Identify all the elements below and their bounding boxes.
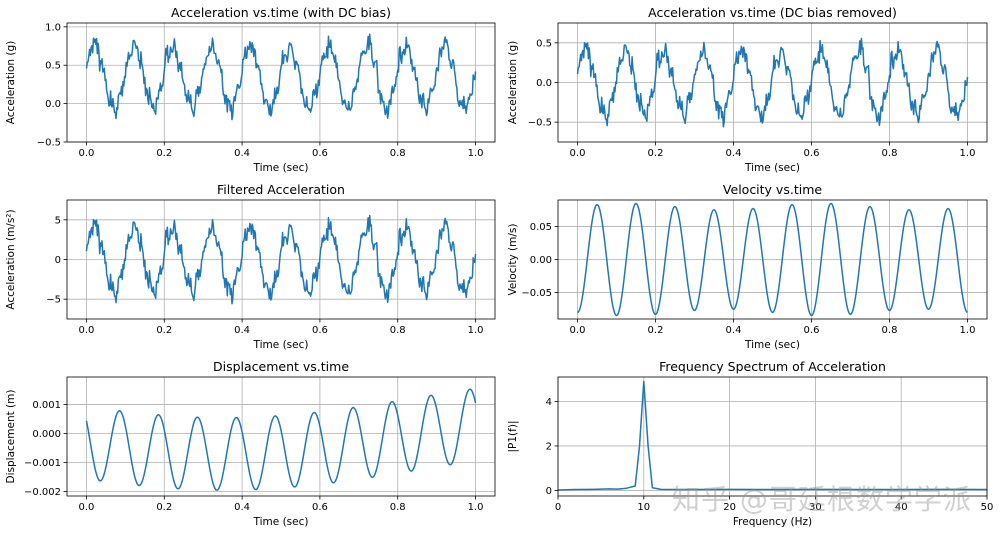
x-tick-label: 30	[809, 502, 822, 513]
x-tick-label: 0.8	[882, 325, 898, 336]
x-tick-label: 0.0	[79, 325, 95, 336]
subplot-4: 0.0 0.2 0.4 0.6 0.8 1.0 −0.05 0.00 0.05 Velocity …	[507, 182, 988, 351]
y-tick-label: 2	[546, 441, 552, 452]
x-tick-label: 0.4	[234, 325, 250, 336]
chart-title: Filtered Acceleration	[217, 182, 345, 197]
subplot-1: 0.0 0.2 0.4 0.6 0.8 1.0 −0.5 0.0 0.5 1.0 Accelerat…	[5, 5, 496, 174]
y-tick-label: 5	[55, 215, 61, 226]
chart-title: Displacement vs.time	[213, 359, 349, 374]
x-tick-label: 0.4	[726, 325, 742, 336]
y-tick-label: −0.5	[37, 138, 61, 149]
x-tick-label: 0.8	[390, 148, 406, 159]
subplot-6: 0 10 20 30 40 50 0 2 4 Frequency Spectrum of Acce…	[507, 359, 993, 528]
x-tick-label: 0	[555, 502, 561, 513]
x-axis-label: Time (sec)	[253, 516, 309, 528]
x-tick-label: 0.6	[312, 325, 328, 336]
x-tick-label: 0.2	[156, 502, 172, 513]
x-tick-label: 0.4	[726, 148, 742, 159]
series-line	[85, 214, 477, 305]
series-line	[85, 33, 477, 121]
x-tick-label: 0.2	[156, 148, 172, 159]
y-tick-label: 0.0	[536, 78, 552, 89]
x-axis-label: Time (sec)	[744, 339, 800, 351]
x-tick-label: 50	[981, 502, 994, 513]
x-tick-label: 0.8	[390, 325, 406, 336]
y-tick-label: 1.0	[45, 22, 61, 33]
y-axis-label: |P1(f)|	[507, 421, 519, 453]
x-tick-label: 0.8	[390, 502, 406, 513]
y-tick-label: 0.001	[32, 400, 61, 411]
y-tick-label: 0.0	[45, 99, 61, 110]
x-axis-label: Time (sec)	[253, 162, 309, 174]
y-tick-label: 0.000	[32, 429, 61, 440]
x-tick-label: 1.0	[960, 148, 976, 159]
y-tick-label: −0.05	[521, 288, 552, 299]
y-tick-label: −5	[46, 295, 61, 306]
y-axis-label: Acceleration (g)	[5, 41, 17, 124]
x-tick-label: 0.8	[882, 148, 898, 159]
watermark: 知乎 @哥廷根数学学派	[672, 483, 972, 516]
x-axis-label: Time (sec)	[744, 162, 800, 174]
y-axis-label: Acceleration (m/s²)	[5, 209, 17, 309]
chart-title: Acceleration vs.time (with DC bias)	[171, 5, 391, 20]
series-line	[85, 388, 477, 491]
x-tick-label: 0.6	[804, 325, 820, 336]
plot-frame	[66, 376, 496, 497]
plot-frame	[557, 376, 988, 497]
chart-title: Acceleration vs.time (DC bias removed)	[648, 5, 897, 20]
x-tick-label: 0.0	[570, 148, 586, 159]
chart-title: Velocity vs.time	[723, 182, 822, 197]
subplot-3: 0.0 0.2 0.4 0.6 0.8 1.0 −5 0 5 Filtered Accelerat…	[5, 182, 496, 351]
y-tick-label: 0.05	[530, 222, 552, 233]
x-tick-label: 10	[637, 502, 650, 513]
y-tick-label: 0	[55, 255, 61, 266]
y-tick-label: −0.001	[24, 458, 61, 469]
x-axis-label: Time (sec)	[253, 339, 309, 351]
plot-frame	[66, 22, 496, 143]
y-tick-label: 0	[546, 486, 552, 497]
x-tick-label: 0.0	[79, 502, 95, 513]
x-tick-label: 0.0	[570, 325, 586, 336]
y-axis-label: Acceleration (g)	[507, 41, 519, 124]
x-tick-label: 1.0	[468, 325, 484, 336]
x-tick-label: 1.0	[960, 325, 976, 336]
y-tick-label: 0.00	[530, 255, 552, 266]
y-tick-label: 0.5	[45, 61, 61, 72]
x-tick-label: 0.4	[234, 502, 250, 513]
series-line	[558, 380, 987, 491]
series-line	[576, 37, 969, 128]
x-axis-label: Frequency (Hz)	[733, 516, 812, 528]
y-tick-label: 0.5	[536, 38, 552, 49]
x-tick-label: 0.6	[312, 148, 328, 159]
x-tick-label: 0.2	[156, 325, 172, 336]
x-tick-label: 20	[723, 502, 736, 513]
subplot-2: 0.0 0.2 0.4 0.6 0.8 1.0 −0.5 0.0 0.5 Acceleration…	[507, 5, 988, 174]
subplot-5: 0.0 0.2 0.4 0.6 0.8 1.0 −0.002 −0.001 0.000 0.001…	[5, 359, 496, 528]
y-tick-label: 4	[546, 397, 552, 408]
x-tick-label: 40	[895, 502, 908, 513]
x-tick-label: 0.4	[234, 148, 250, 159]
y-tick-label: −0.5	[528, 118, 552, 129]
x-tick-label: 0.6	[312, 502, 328, 513]
x-tick-label: 0.0	[79, 148, 95, 159]
series-line	[577, 202, 968, 317]
chart-title: Frequency Spectrum of Acceleration	[659, 359, 886, 374]
y-tick-label: −0.002	[24, 487, 61, 498]
x-tick-label: 0.2	[648, 148, 664, 159]
x-tick-label: 1.0	[468, 502, 484, 513]
x-tick-label: 0.6	[804, 148, 820, 159]
x-tick-label: 1.0	[468, 148, 484, 159]
x-tick-label: 0.2	[648, 325, 664, 336]
y-axis-label: Displacement (m)	[5, 390, 17, 484]
y-axis-label: Velocity (m/s)	[507, 224, 519, 296]
